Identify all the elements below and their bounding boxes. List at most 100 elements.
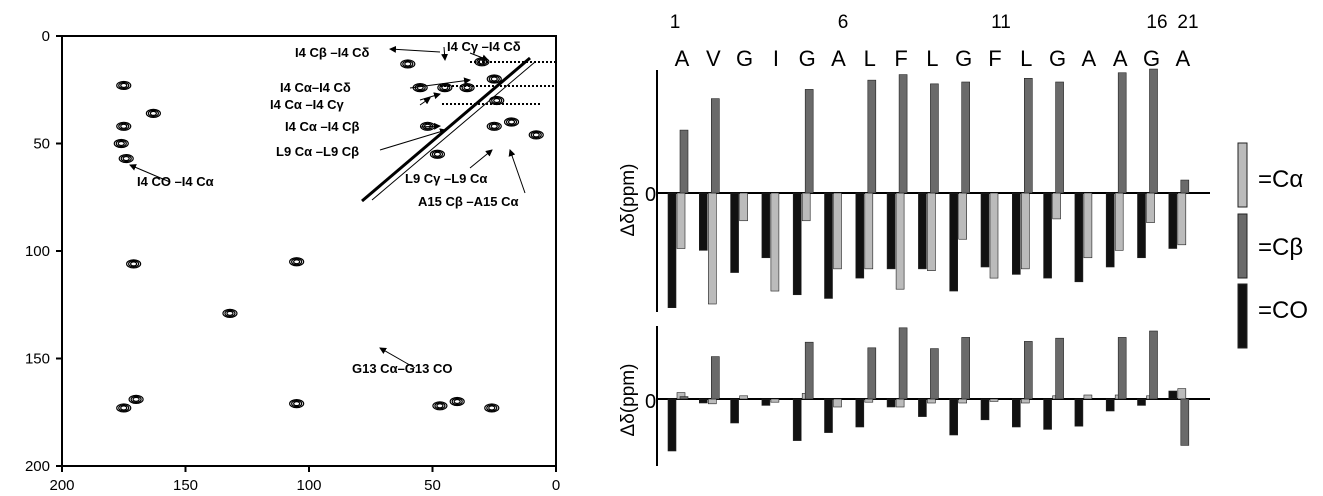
bar-co (949, 192, 959, 292)
bar-cb (1055, 81, 1064, 194)
peak-contour (400, 59, 416, 69)
peak-contour (128, 394, 144, 404)
bar-ca (1146, 192, 1155, 223)
bar-ca (833, 398, 842, 408)
peak-contour (461, 83, 473, 92)
x-tick-label: 0 (552, 477, 560, 494)
peak-contour (431, 150, 444, 158)
bar-co (730, 192, 739, 273)
annotation-group: I4 Cβ –I4 Cδ I4 Cγ –I4 Cδ I4 Cα–I4 Cδ I4… (137, 39, 521, 376)
bar-cb (710, 356, 720, 400)
bottom-zero-label: 0 (645, 391, 656, 413)
bar-co (698, 398, 708, 404)
peak-contour (490, 123, 498, 129)
peak-contour (122, 155, 130, 162)
x-tick-label: 200 (49, 477, 74, 494)
annotation-arrow (419, 97, 431, 106)
bar-ca (676, 192, 686, 249)
residue-number: 6 (838, 12, 849, 33)
peak-contour (293, 401, 301, 407)
annotation-label: G13 Cα–G13 CO (352, 361, 452, 376)
legend-label-ca: =Cα (1258, 166, 1303, 193)
bar-ca (770, 192, 780, 292)
bar-cb (1117, 337, 1127, 400)
bottom-bar-chart (656, 326, 1210, 466)
peak-contour (493, 97, 501, 104)
nmr-peak (222, 308, 238, 318)
bar-co (886, 192, 896, 270)
bar-co (918, 192, 927, 270)
annotation-arrow (409, 77, 471, 89)
bar-co (918, 398, 927, 417)
annotation-arrow (469, 52, 489, 62)
annotation-arrow (129, 164, 171, 183)
peak-contour (115, 139, 127, 148)
peak-contour (449, 396, 465, 407)
top-bar-chart (656, 68, 1210, 312)
annotation-label: I4 Cα–I4 Cδ (280, 80, 351, 95)
bar-ca (927, 192, 936, 271)
bar-ca (895, 398, 905, 408)
nmr-peak (116, 403, 132, 413)
peak-contour (117, 140, 125, 147)
peak-contour (488, 405, 496, 411)
residue-label: A (1082, 46, 1097, 71)
diagonal-ridge-outline (371, 61, 536, 201)
residue-label: A (1113, 46, 1128, 71)
peak-contour (118, 153, 134, 164)
bar-ca (989, 192, 999, 279)
bar-cb (930, 348, 939, 400)
peak-contour (291, 258, 303, 266)
annotation-label: I4 Cβ –I4 Cδ (295, 45, 369, 60)
bar-ca (989, 398, 999, 402)
bar-co (980, 192, 990, 268)
peak-contour (491, 96, 503, 105)
bar-cb (867, 347, 877, 400)
top-y-axis-label: Δδ(ppm) (618, 164, 639, 237)
bar-co (698, 192, 708, 251)
bar-ca (833, 192, 842, 270)
annotation-arrows (129, 45, 526, 369)
peak-contour (451, 397, 463, 406)
bar-cb (710, 98, 720, 194)
bar-ca (864, 398, 874, 403)
annotation-label: A15 Cβ –A15 Cα (418, 194, 518, 209)
residue-label: L (1020, 46, 1032, 71)
peak-contour (486, 74, 502, 84)
bar-cb (1149, 68, 1158, 194)
bar-ca (739, 192, 748, 222)
bar-ca (958, 398, 968, 404)
residue-label: L (926, 46, 938, 71)
y-tick-label: 0 (42, 28, 50, 45)
residue-label: G (1143, 46, 1160, 71)
residue-number: 21 (1177, 12, 1198, 33)
residue-number: 16 (1146, 12, 1167, 33)
peak-contour (463, 84, 471, 91)
annotation-label: L9 Cγ –L9 Cα (405, 171, 487, 186)
bar-ca (927, 398, 936, 404)
residue-label: L (864, 46, 876, 71)
peak-contour (116, 121, 132, 131)
peak-contour (530, 131, 542, 139)
bar-co (792, 192, 802, 296)
bar-co (855, 398, 865, 428)
nmr-peak (113, 138, 129, 149)
bar-co (886, 398, 896, 408)
peak-contour (145, 108, 161, 119)
peak-contour (484, 403, 500, 413)
residue-label: G (736, 46, 753, 71)
peak-contour (532, 132, 540, 138)
peak-contour (224, 309, 236, 317)
peak-contour (120, 154, 132, 163)
residue-label: I (773, 46, 779, 71)
annotation-arrow (508, 149, 526, 194)
peak-contour (118, 122, 130, 130)
bar-cb (1117, 72, 1127, 194)
nmr-peak (486, 74, 502, 84)
bar-co (730, 398, 739, 424)
legend-swatch-co (1237, 283, 1248, 349)
bar-cb (930, 83, 939, 194)
annotation-label: L9 Cα –L9 Cβ (276, 144, 359, 159)
